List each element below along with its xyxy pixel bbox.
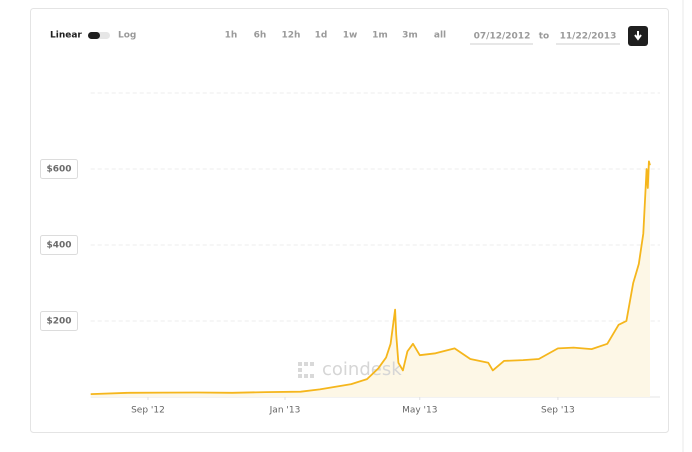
watermark: coindesk [322,359,402,380]
to-label: to [539,32,550,42]
range-button[interactable]: 1m [372,31,388,41]
until-date[interactable]: 11/22/2013 [560,32,617,42]
scale-toggle-knob [88,32,100,39]
x-tick-label: Jan '13 [269,406,301,416]
watermark-icon [298,362,314,378]
range-button[interactable]: 12h [282,31,301,41]
from-date[interactable]: 07/12/2012 [474,32,531,42]
x-tick-label: Sep '12 [131,406,165,416]
range-button[interactable]: 1d [315,31,328,41]
range-button[interactable]: 6h [254,31,267,41]
price-line [90,160,651,395]
log-label[interactable]: Log [118,31,136,41]
y-tick-box [40,311,78,331]
y-tick-box [40,235,78,255]
range-button[interactable]: 1w [343,31,358,41]
y-tick-label: $600 [46,165,71,175]
range-button[interactable]: 1h [225,31,238,41]
y-tick-label: $200 [46,317,71,327]
linear-label[interactable]: Linear [50,31,82,41]
area-fill [90,161,650,397]
x-tick-label: May '13 [402,406,437,416]
range-button[interactable]: 3m [402,31,418,41]
range-button[interactable]: all [434,31,446,41]
download-icon [634,31,642,41]
y-tick-box [40,159,78,179]
y-tick-label: $400 [46,241,71,251]
x-tick-label: Sep '13 [541,406,575,416]
chart-card [30,8,669,433]
